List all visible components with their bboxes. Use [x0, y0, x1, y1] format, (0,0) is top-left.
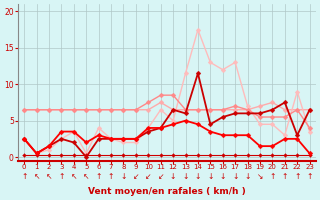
Text: ↑: ↑	[108, 172, 114, 181]
Text: ↖: ↖	[46, 172, 52, 181]
Text: ↓: ↓	[182, 172, 189, 181]
Text: ↓: ↓	[207, 172, 213, 181]
Text: ↙: ↙	[157, 172, 164, 181]
Text: ↖: ↖	[33, 172, 40, 181]
Text: ↑: ↑	[21, 172, 27, 181]
Text: ↑: ↑	[282, 172, 288, 181]
Text: ↓: ↓	[170, 172, 176, 181]
Text: ↖: ↖	[83, 172, 89, 181]
X-axis label: Vent moyen/en rafales ( km/h ): Vent moyen/en rafales ( km/h )	[88, 187, 246, 196]
Text: ↓: ↓	[232, 172, 238, 181]
Text: ↑: ↑	[58, 172, 65, 181]
Text: ↓: ↓	[244, 172, 251, 181]
Text: ↓: ↓	[195, 172, 201, 181]
Text: ↘: ↘	[257, 172, 263, 181]
Text: ↖: ↖	[71, 172, 77, 181]
Text: ↑: ↑	[269, 172, 276, 181]
Text: ↙: ↙	[145, 172, 151, 181]
Text: ↑: ↑	[294, 172, 300, 181]
Text: ↓: ↓	[120, 172, 127, 181]
Text: ↓: ↓	[220, 172, 226, 181]
Text: ↙: ↙	[133, 172, 139, 181]
Text: ↑: ↑	[307, 172, 313, 181]
Text: ↑: ↑	[95, 172, 102, 181]
